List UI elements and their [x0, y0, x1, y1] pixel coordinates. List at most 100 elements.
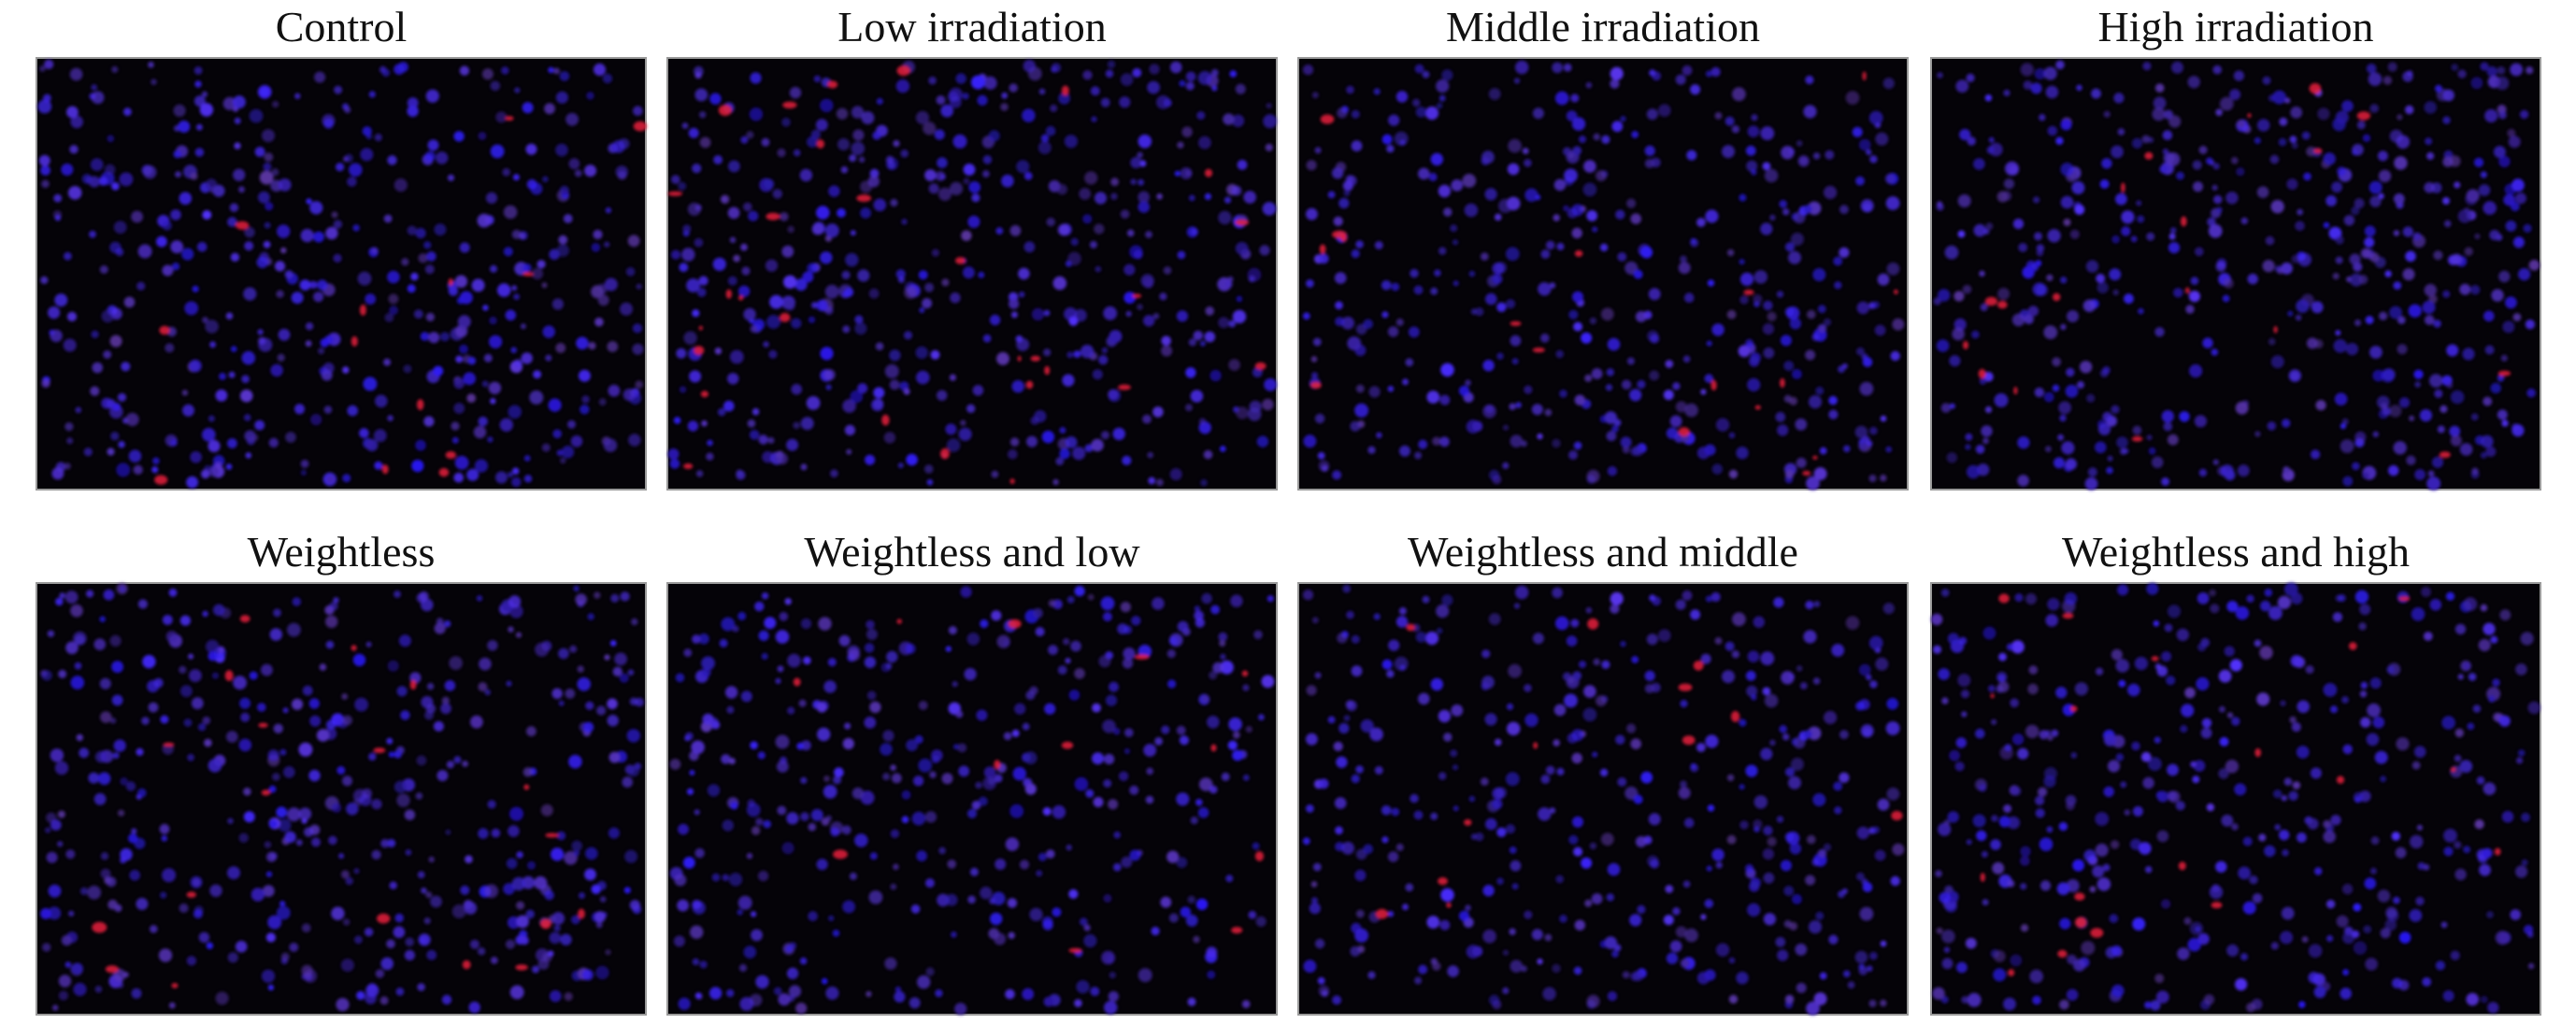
nucleus — [1979, 377, 1987, 385]
nucleus — [971, 193, 980, 203]
nucleus — [1176, 792, 1190, 806]
nucleus — [374, 134, 382, 142]
nucleus — [2045, 85, 2059, 99]
nucleus — [2358, 622, 2367, 631]
nucleus — [306, 198, 312, 205]
nucleus — [529, 390, 544, 405]
nucleus — [1589, 317, 1597, 325]
nucleus — [1747, 903, 1761, 917]
nucleus — [1823, 843, 1832, 851]
nucleus — [1606, 893, 1615, 902]
nucleus — [2020, 883, 2027, 890]
nucleus — [1509, 846, 1517, 854]
nucleus — [791, 383, 802, 395]
nucleus — [227, 818, 234, 824]
red-signal — [2398, 596, 2411, 601]
nucleus — [1188, 338, 1197, 347]
nucleus — [168, 1002, 176, 1009]
nucleus — [1510, 960, 1524, 973]
nucleus — [739, 899, 751, 909]
nucleus — [858, 156, 866, 163]
nucleus — [698, 633, 709, 645]
nucleus — [1201, 592, 1212, 604]
nucleus — [1152, 597, 1165, 610]
nucleus — [308, 698, 320, 709]
nucleus — [2396, 135, 2411, 149]
nucleus — [344, 153, 353, 163]
nucleus — [1105, 694, 1118, 706]
nucleus — [506, 680, 512, 687]
nucleus — [1705, 209, 1719, 223]
nucleus — [259, 170, 274, 185]
nucleus — [2034, 68, 2046, 80]
nucleus — [2383, 76, 2393, 85]
nucleus — [244, 226, 255, 238]
nucleus — [1714, 637, 1723, 645]
nucleus — [556, 449, 564, 457]
nucleus — [202, 610, 208, 618]
nucleus — [1776, 291, 1784, 298]
nucleus — [1496, 302, 1507, 312]
nucleus — [1524, 684, 1532, 692]
nucleus — [1418, 167, 1430, 180]
nucleus — [691, 740, 705, 755]
nucleus — [2272, 90, 2287, 105]
nucleus — [1137, 151, 1143, 158]
nucleus — [854, 833, 868, 847]
nucleus — [966, 633, 980, 646]
nucleus — [1731, 650, 1740, 659]
nucleus — [2446, 344, 2459, 357]
nucleus — [2476, 776, 2485, 785]
nucleus — [67, 186, 82, 200]
nucleus — [2466, 189, 2480, 203]
nucleus — [960, 586, 972, 598]
nucleus — [1779, 200, 1787, 208]
nucleus — [723, 400, 735, 412]
nucleus — [795, 1003, 808, 1015]
nucleus — [346, 803, 359, 816]
nucleus — [1123, 647, 1136, 661]
nucleus — [1218, 210, 1232, 225]
nucleus — [743, 307, 756, 321]
nucleus — [551, 688, 563, 699]
nucleus — [692, 634, 701, 644]
nucleus — [1860, 724, 1874, 738]
nucleus — [2290, 655, 2303, 667]
nucleus — [2060, 277, 2068, 284]
nucleus — [1542, 987, 1556, 1001]
nucleus — [2218, 669, 2232, 683]
nucleus — [375, 394, 388, 408]
nucleus — [2326, 900, 2336, 909]
nucleus — [1123, 625, 1133, 634]
nucleus — [92, 362, 103, 374]
nucleus — [786, 438, 799, 451]
nucleus — [425, 891, 433, 899]
red-signal — [1320, 114, 1335, 124]
nucleus — [620, 302, 633, 316]
nucleus — [2379, 311, 2388, 320]
nucleus — [1949, 355, 1961, 367]
nucleus — [854, 322, 867, 335]
nucleus — [1220, 653, 1226, 661]
nucleus — [2203, 994, 2215, 1005]
nucleus — [1438, 94, 1446, 102]
nucleus — [978, 271, 985, 278]
nucleus — [2154, 974, 2165, 984]
nucleus — [1373, 613, 1381, 620]
nucleus — [2521, 812, 2530, 822]
nucleus — [2169, 227, 2177, 234]
nucleus — [109, 718, 117, 724]
nucleus — [597, 294, 609, 306]
nucleus — [764, 617, 777, 630]
nucleus — [1993, 950, 2006, 962]
nucleus — [1773, 597, 1784, 608]
red-signal — [683, 463, 694, 469]
nucleus — [1043, 348, 1052, 357]
nucleus — [2082, 299, 2097, 312]
nucleus — [2345, 343, 2359, 356]
nucleus — [807, 263, 818, 274]
nucleus — [170, 209, 181, 220]
nucleus — [1387, 851, 1399, 862]
nucleus — [1582, 182, 1597, 197]
nucleus — [1678, 787, 1691, 800]
